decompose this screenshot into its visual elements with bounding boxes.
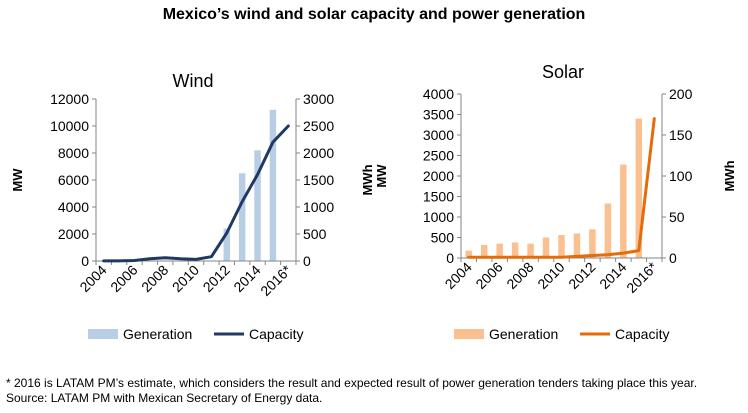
legend-swatch-generation: [88, 329, 118, 339]
y-tick-label-left: 3500: [423, 107, 454, 123]
source-note: Source: LATAM PM with Mexican Secretary …: [6, 391, 323, 405]
main-title: Mexico’s wind and solar capacity and pow…: [162, 6, 586, 23]
x-tick-label: 2012: [565, 259, 598, 292]
x-tick-label: 2008: [138, 262, 171, 295]
legend-swatch-generation: [454, 329, 484, 339]
legend-label: Generation: [489, 326, 558, 342]
y-tick-label-left: 6000: [58, 172, 89, 188]
bar-2012: [589, 229, 596, 258]
y-tick-label-left: 0: [446, 250, 454, 266]
y-tick-label-right: 150: [669, 127, 693, 143]
legend-label: Generation: [123, 326, 192, 342]
y-tick-label-right: 0: [669, 250, 677, 266]
bar-2013: [604, 203, 612, 258]
y-tick-label-right: 1000: [303, 199, 334, 215]
y-tick-label-left: 4000: [423, 86, 454, 102]
y-tick-label-left: 10000: [50, 118, 89, 134]
y-tick-label-left: 12000: [50, 91, 89, 107]
legend-label: Capacity: [615, 326, 669, 342]
x-tick-label: 2006: [472, 259, 505, 292]
bar-2010: [558, 235, 565, 258]
y-tick-label-right: 500: [303, 226, 327, 242]
y-tick-label-right: 100: [669, 168, 693, 184]
bar-2013: [238, 173, 246, 261]
y-axis-label-left: MW: [374, 164, 389, 188]
y-axis-label-right: MWh: [722, 160, 737, 191]
bar-2014: [620, 164, 627, 258]
bar-2011: [573, 233, 581, 258]
bar-2015: [635, 118, 643, 258]
capacity-line: [102, 124, 290, 263]
x-tick-label: 2016*: [257, 261, 295, 299]
y-tick-label-right: 3000: [303, 91, 334, 107]
y-tick-label-right: 0: [303, 253, 311, 269]
y-tick-label-left: 2000: [58, 226, 89, 242]
x-tick-label: 2006: [107, 262, 140, 295]
y-tick-label-left: 500: [431, 230, 455, 246]
bar-2005: [480, 244, 488, 258]
bar-2012: [223, 228, 230, 261]
x-tick-label: 2010: [534, 259, 567, 292]
bar-2007: [511, 242, 519, 258]
y-tick-label-left: 0: [81, 253, 89, 269]
bar-2008: [527, 243, 534, 258]
chart-title: Solar: [542, 62, 584, 82]
bar-2006: [496, 243, 503, 258]
legend: Generation Capacity: [88, 326, 303, 342]
y-tick-label-right: 2500: [303, 118, 334, 134]
y-tick-label-left: 2000: [423, 168, 454, 184]
y-tick-label-right: 1500: [303, 172, 334, 188]
chart-solar: Solar 0 500 1000 1500 2000 2500 3000 3500 4000 0 50…: [374, 62, 737, 342]
y-tick-label-left: 1500: [423, 189, 454, 205]
bar-2015: [269, 109, 277, 261]
y-tick-label-right: 50: [669, 209, 685, 225]
legend: Generation Capacity: [454, 326, 669, 342]
y-tick-label-right: 2000: [303, 145, 334, 161]
y-tick-label-right: 200: [669, 86, 693, 102]
y-axis-label-left: MW: [10, 168, 25, 192]
legend-label: Capacity: [249, 326, 303, 342]
capacity-line: [467, 117, 656, 259]
bar-2009: [542, 237, 550, 258]
footnote: * 2016 is LATAM PM’s estimate, which con…: [6, 376, 698, 390]
bar-2014: [254, 150, 261, 261]
chart-title: Wind: [172, 71, 213, 91]
chart-wind: Wind 0 2000 4000 6000 8000 10000 12000 0 500 1000 1…: [10, 71, 375, 342]
y-tick-label-left: 2500: [423, 148, 454, 164]
x-tick-label: 2016*: [623, 258, 661, 296]
y-axis-label-right: MWh: [360, 164, 375, 195]
x-tick-label: 2012: [200, 262, 233, 295]
x-tick-label: 2010: [169, 262, 202, 295]
y-tick-label-left: 8000: [58, 145, 89, 161]
bar-2004: [465, 250, 472, 258]
y-tick-label-left: 1000: [423, 209, 454, 225]
y-tick-label-left: 4000: [58, 199, 89, 215]
y-tick-label-left: 3000: [423, 127, 454, 143]
x-tick-label: 2008: [503, 259, 536, 292]
